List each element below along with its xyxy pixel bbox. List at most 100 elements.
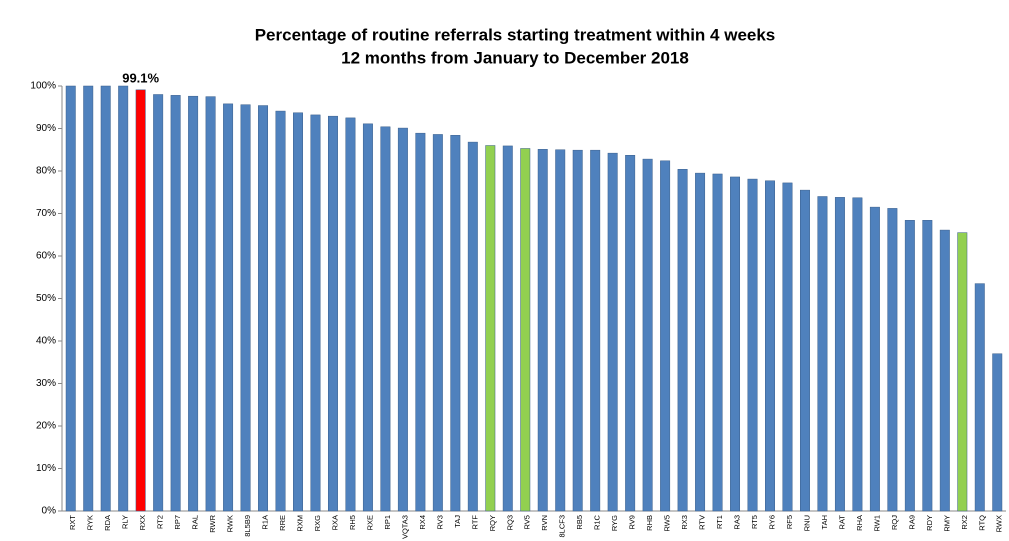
x-tick-label: RT2 [156, 515, 165, 529]
bar [747, 178, 758, 512]
x-tick-label: RAT [837, 515, 846, 530]
x-tick-label: RWX [995, 515, 1004, 532]
x-tick-label: RF5 [785, 515, 794, 529]
bar [502, 145, 513, 512]
x-tick-label: TAH [820, 515, 829, 529]
bar [537, 149, 548, 512]
bar [467, 141, 478, 512]
bar [100, 85, 111, 512]
y-tick-label: 50% [36, 293, 56, 304]
x-tick-label: RX3 [680, 515, 689, 530]
y-tick-label: 40% [36, 336, 56, 347]
bar [275, 110, 286, 512]
bar [590, 149, 601, 512]
bar [380, 126, 391, 512]
bar [415, 132, 426, 512]
bar [817, 196, 828, 512]
x-tick-label: RT1 [715, 515, 724, 529]
bar [432, 134, 443, 512]
bar [695, 172, 706, 512]
bar [607, 152, 618, 512]
x-tick-label: RT5 [750, 515, 759, 529]
x-tick-label: RW5 [663, 515, 672, 532]
bar [730, 176, 741, 512]
x-tick-label: R1C [593, 514, 602, 530]
value-label: 99.1% [122, 70, 159, 85]
x-tick-label: RA3 [733, 515, 742, 530]
x-tick-label: RTF [470, 515, 479, 530]
bar [65, 85, 76, 512]
bar [188, 95, 199, 512]
bar [310, 114, 321, 512]
bar [887, 208, 898, 512]
x-tick-label: RTV [698, 515, 707, 530]
bar [834, 197, 845, 512]
bar [83, 85, 94, 512]
y-tick-label: 20% [36, 421, 56, 432]
x-tick-label: 8L5B9 [243, 515, 252, 537]
x-tick-label: RQJ [890, 515, 899, 530]
x-tick-label: TAJ [453, 515, 462, 528]
bar [118, 85, 129, 512]
bar [660, 160, 671, 512]
bar [974, 283, 985, 512]
x-tick-label: RXE [365, 515, 374, 530]
x-tick-label: RX4 [418, 515, 427, 530]
bar [135, 89, 146, 512]
y-tick-label: 0% [42, 506, 57, 517]
x-tick-label: RHB [645, 515, 654, 531]
x-tick-label: RV9 [628, 515, 637, 529]
x-tick-label: VQTA3 [400, 515, 409, 539]
x-tick-label: RTQ [977, 515, 986, 531]
bar [677, 169, 688, 512]
chart-title: Percentage of routine referrals starting… [255, 25, 776, 44]
bar [170, 95, 181, 512]
y-tick-label: 100% [30, 81, 56, 92]
x-tick-label: R1A [261, 515, 270, 530]
x-tick-label: RDY [925, 515, 934, 531]
bar [799, 189, 810, 512]
bar [782, 182, 793, 512]
y-tick-label: 80% [36, 166, 56, 177]
x-tick-label: RWK [226, 515, 235, 532]
y-tick-label: 60% [36, 251, 56, 262]
x-tick-label: RWR [208, 514, 217, 532]
x-tick-label: RXG [313, 515, 322, 531]
x-tick-label: RY6 [767, 515, 776, 529]
bar [922, 220, 933, 512]
bar [327, 115, 338, 512]
x-tick-label: RYK [86, 515, 95, 530]
x-tick-label: RP7 [173, 515, 182, 530]
x-tick-label: RMY [942, 515, 951, 532]
bar [852, 197, 863, 512]
x-tick-label: RP1 [383, 515, 392, 530]
x-tick-label: RB5 [575, 515, 584, 530]
x-tick-label: RXX [138, 515, 147, 530]
bar [397, 127, 408, 512]
bar [345, 117, 356, 512]
x-tick-label: RV3 [435, 515, 444, 529]
x-tick-label: RQY [488, 515, 497, 531]
x-tick-label: RA9 [907, 515, 916, 530]
bar [485, 145, 496, 512]
x-tick-label: RLY [121, 515, 130, 529]
bar [362, 123, 373, 512]
bar [572, 149, 583, 512]
bar [520, 148, 531, 512]
x-tick-label: RVN [540, 515, 549, 531]
x-tick-label: RXM [295, 515, 304, 532]
x-tick-label: RH5 [348, 515, 357, 530]
bar [939, 229, 950, 512]
y-tick-label: 30% [36, 378, 56, 389]
x-tick-label: RXT [68, 515, 77, 530]
bar [258, 105, 269, 512]
bar [223, 103, 234, 512]
x-tick-label: RRE [278, 515, 287, 531]
bar [642, 158, 653, 512]
y-tick-label: 10% [36, 463, 56, 474]
x-tick-label: RDA [103, 515, 112, 531]
x-tick-label: RHA [855, 515, 864, 531]
x-tick-label: 8LCF3 [558, 515, 567, 538]
y-tick-label: 70% [36, 208, 56, 219]
